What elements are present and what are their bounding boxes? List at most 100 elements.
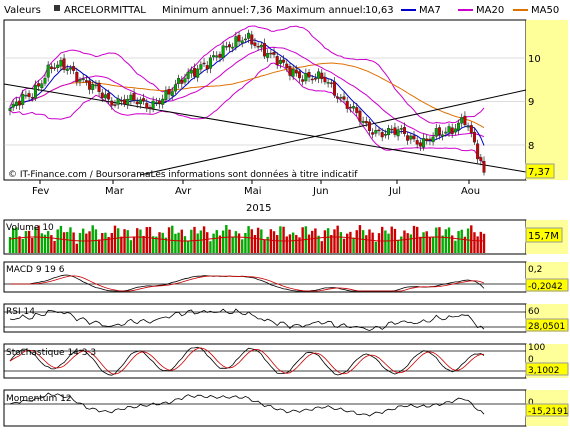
candle-body — [88, 80, 92, 90]
candle-body — [323, 76, 327, 83]
volume-bar — [291, 232, 295, 253]
volume-bar — [46, 231, 50, 253]
candle-body — [256, 46, 260, 48]
volume-bar — [62, 232, 66, 253]
credit-text: © IT-Finance.com / BoursoramaLes informa… — [8, 169, 358, 180]
candle-body — [297, 71, 301, 79]
candle-body — [262, 43, 266, 57]
volume-bar — [164, 237, 168, 253]
candle-body — [288, 66, 292, 76]
volume-bar — [209, 241, 212, 253]
candle-body — [183, 78, 187, 83]
min-label: Minimum annuel: — [162, 5, 249, 16]
volume-bar — [237, 233, 241, 253]
candle-body — [151, 100, 155, 109]
momentum-line — [4, 392, 526, 417]
candle-body — [177, 78, 181, 84]
volume-bar — [368, 229, 371, 253]
volume-bar — [53, 240, 56, 253]
candle-body — [479, 157, 483, 161]
candle-body — [40, 83, 44, 89]
field-label: Valeurs — [4, 5, 41, 16]
candle-body — [59, 60, 63, 67]
candle-body — [250, 34, 254, 45]
candle-body — [100, 92, 104, 99]
volume-bar — [457, 231, 460, 253]
candle-body — [132, 93, 136, 101]
candle-body — [367, 121, 371, 132]
candle-body — [84, 80, 88, 83]
candle-body — [278, 59, 282, 64]
volume-bar — [444, 229, 448, 253]
candle-body — [205, 65, 209, 70]
candle-body — [167, 89, 171, 95]
candle-body — [275, 56, 279, 65]
volume-bar — [419, 236, 422, 253]
candle-body — [27, 93, 31, 97]
candle-body — [21, 93, 25, 105]
candle-body — [431, 136, 435, 143]
candle-body — [170, 91, 174, 97]
candle-body — [317, 71, 321, 79]
candle-body — [49, 66, 53, 70]
volume-bar — [37, 225, 40, 253]
trend-line-down — [3, 83, 527, 173]
volume-bar — [247, 226, 250, 253]
volume-bar — [390, 226, 393, 253]
candle-body — [173, 84, 177, 92]
candle-body — [412, 135, 416, 140]
candle-body — [447, 126, 451, 133]
candle-body — [383, 134, 387, 136]
candle-body — [11, 103, 15, 108]
volume-bar — [403, 230, 406, 253]
volume-bar — [314, 228, 317, 253]
symbol-selector-icon[interactable] — [54, 5, 60, 11]
macd-tick-high: 0,2 — [528, 265, 542, 275]
candle-body — [272, 52, 276, 55]
max-label: Maximum annuel: — [276, 5, 366, 16]
candle-body — [135, 101, 139, 105]
momentum-label: Momentum 12 — [6, 394, 72, 404]
macd-value-box — [525, 278, 569, 292]
volume-bar — [428, 237, 432, 253]
volume-bar — [415, 226, 419, 253]
candle-body — [62, 58, 66, 70]
candle-body — [119, 100, 123, 102]
candle-body — [444, 131, 448, 134]
candle-body — [342, 96, 346, 100]
candle-body — [186, 71, 190, 79]
candle-body — [469, 125, 473, 133]
candle-body — [460, 117, 464, 124]
volume-bar — [24, 231, 28, 253]
candle-body — [415, 140, 419, 145]
candle-body — [142, 98, 146, 102]
candle-body — [457, 122, 461, 131]
trend-lines — [3, 83, 527, 176]
volume-bar — [387, 233, 390, 253]
symbol-name: ARCELORMITTAL — [64, 5, 146, 16]
candle-body — [377, 129, 381, 132]
volume-bar — [56, 229, 59, 253]
candle-body — [81, 78, 85, 80]
candle-body — [110, 100, 114, 106]
candle-body — [65, 68, 69, 71]
candle-body — [43, 78, 47, 84]
rsi-line-path — [9, 308, 485, 332]
volume-bar — [460, 229, 463, 253]
candle-body — [320, 72, 324, 80]
candle-body — [247, 32, 251, 39]
volume-bar — [371, 232, 374, 253]
trend-line-up — [139, 89, 527, 176]
volume-bar — [174, 233, 177, 253]
candle-body — [304, 72, 308, 82]
candle-body — [371, 132, 375, 135]
candle-body — [148, 106, 152, 109]
y-tick-9: 9 — [528, 97, 534, 108]
volume-bar — [473, 232, 476, 253]
candle-body — [237, 34, 241, 42]
candle-body — [358, 110, 362, 122]
volume-bar — [346, 233, 349, 253]
legend-ma7-label: MA7 — [419, 5, 441, 16]
candle-body — [399, 128, 403, 130]
